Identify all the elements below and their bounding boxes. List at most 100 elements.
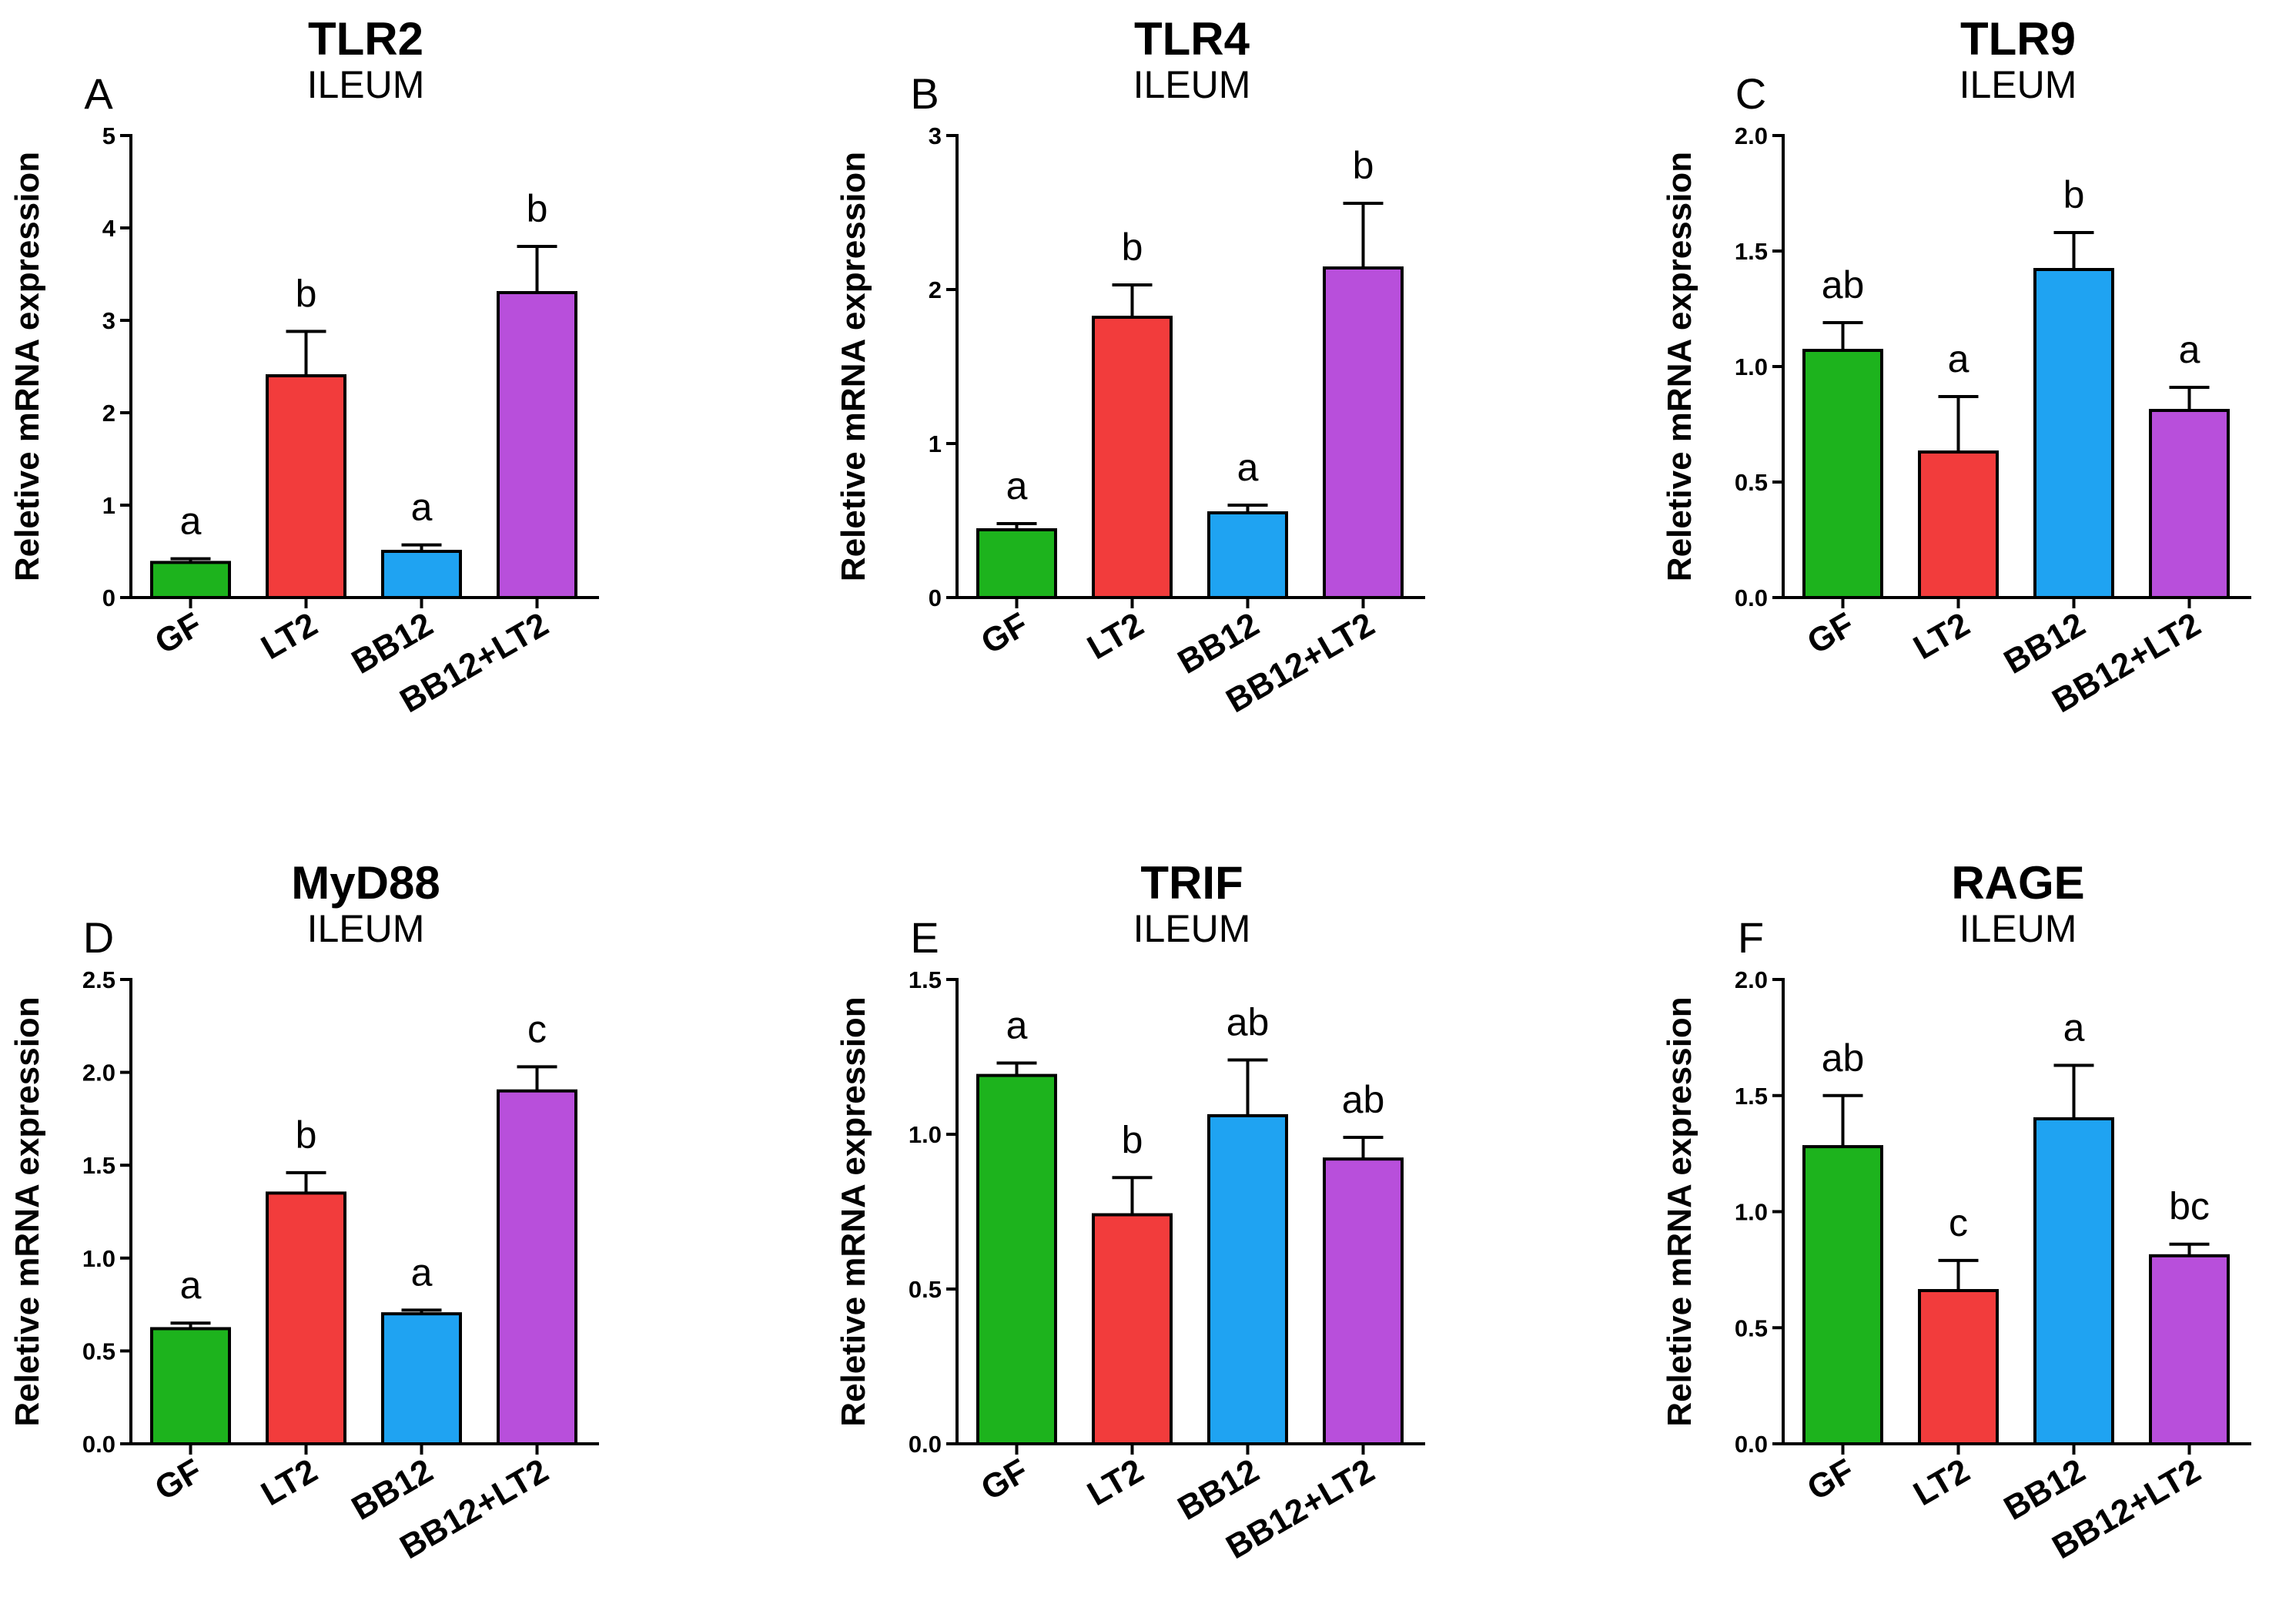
panel-c-bar <box>2149 409 2230 599</box>
panel-b-letter: B <box>910 69 939 118</box>
panel-e-significance-label: ab <box>1227 1001 1270 1044</box>
panel-a-subtitle: ILEUM <box>307 63 425 106</box>
panel-a-ytick-label: 5 <box>102 122 115 149</box>
panel-a-ytick-label: 0 <box>102 584 115 611</box>
panel-f-ylabel: Reletive mRNA expression <box>1661 996 1698 1426</box>
panel-b-ytick-label: 3 <box>929 122 942 149</box>
panel-b-bar <box>976 528 1057 599</box>
panel-d-bar <box>150 1327 231 1446</box>
panel-d-ylabel: Reletive mRNA expression <box>8 996 46 1426</box>
panel-a-ytick-label: 1 <box>102 492 115 519</box>
panel-f-category-label: GF <box>1801 1452 1860 1508</box>
panel-a-significance-label: a <box>180 500 202 543</box>
panel-b-ylabel: Reletive mRNA expression <box>835 152 872 581</box>
panel-c-category-label: GF <box>1801 605 1860 661</box>
panel-f-bar <box>1802 1145 1883 1445</box>
panel-b-category-label: LT2 <box>1081 605 1150 667</box>
panel-a-letter: A <box>84 69 113 118</box>
panel-a-ytick-label: 4 <box>102 215 116 242</box>
panel-c-bar <box>1918 450 1999 599</box>
panel-c-significance-label: ab <box>1822 263 1865 306</box>
panel-d-category-label: GF <box>149 1452 208 1508</box>
panel-a-category-label: LT2 <box>255 605 323 667</box>
panel-d-ytick-label: 2.5 <box>82 966 115 993</box>
panel-c-category-label: LT2 <box>1907 605 1976 667</box>
panel-f-ytick-label: 1.0 <box>1735 1199 1768 1226</box>
panel-a-significance-label: b <box>296 272 317 315</box>
panel-e-ytick-label: 0.5 <box>909 1276 942 1303</box>
panel-e-subtitle: ILEUM <box>1133 907 1251 950</box>
panel-f-significance-label: a <box>2063 1006 2085 1050</box>
panel-b-bar <box>1207 511 1288 599</box>
panel-f-category-label: LT2 <box>1907 1452 1976 1513</box>
panel-d-title: MyD88 <box>291 857 440 909</box>
panel-a-bar <box>381 550 462 599</box>
panel-a-ylabel: Reletive mRNA expression <box>8 152 46 581</box>
panel-b-subtitle: ILEUM <box>1133 63 1251 106</box>
panel-d-letter: D <box>83 913 114 962</box>
panel-d-bar <box>497 1089 577 1445</box>
panel-e-ylabel: Reletive mRNA expression <box>835 996 872 1426</box>
panel-c-ytick-label: 0.0 <box>1735 584 1768 611</box>
panel-c-subtitle: ILEUM <box>1959 63 2077 106</box>
panel-d-ytick-label: 2.0 <box>82 1060 115 1087</box>
panel-d-ytick-label: 1.5 <box>82 1152 115 1179</box>
panel-e-significance-label: a <box>1006 1004 1028 1047</box>
panel-c-letter: C <box>1735 69 1766 118</box>
panel-f-ytick-label: 2.0 <box>1735 966 1768 993</box>
panel-e-bar <box>1323 1157 1404 1446</box>
panel-c-title: TLR9 <box>1960 13 2076 65</box>
panel-b-significance-label: a <box>1237 446 1259 489</box>
panel-a-ytick-label: 2 <box>102 400 115 427</box>
panel-d-significance-label: a <box>411 1251 433 1294</box>
panel-e-significance-label: b <box>1122 1118 1143 1161</box>
panel-c-significance-label: b <box>2063 173 2085 216</box>
panel-d-significance-label: c <box>527 1007 547 1050</box>
panel-a-significance-label: a <box>411 486 433 529</box>
panel-f-letter: F <box>1738 913 1764 962</box>
panel-a-category-label: GF <box>149 605 208 661</box>
panel-e-ytick-label: 0.0 <box>909 1431 942 1458</box>
panel-d-category-label: LT2 <box>255 1452 323 1513</box>
panel-e-title: TRIF <box>1140 857 1243 909</box>
panel-f-significance-label: bc <box>2169 1185 2210 1228</box>
panel-c-ylabel: Reletive mRNA expression <box>1661 152 1698 581</box>
panel-a-bar <box>150 561 231 600</box>
panel-c-ytick-label: 1.5 <box>1735 238 1768 265</box>
panel-f-title: RAGE <box>1951 857 2084 909</box>
panel-c-ytick-label: 1.0 <box>1735 353 1768 380</box>
panel-d-ytick-label: 1.0 <box>82 1245 115 1272</box>
panel-f-significance-label: c <box>1949 1201 1968 1244</box>
panel-e-category-label: LT2 <box>1081 1452 1150 1513</box>
panel-c-significance-label: a <box>2179 328 2200 371</box>
panel-c-bar <box>2033 268 2114 599</box>
panel-b-title: TLR4 <box>1134 13 1250 65</box>
panel-a-title: TLR2 <box>308 13 423 65</box>
panel-d-subtitle: ILEUM <box>307 907 425 950</box>
panel-e-ytick-label: 1.0 <box>909 1121 942 1148</box>
panel-b-bar <box>1323 266 1404 599</box>
panel-b-significance-label: a <box>1006 464 1028 507</box>
panel-d-ytick-label: 0.0 <box>82 1431 115 1458</box>
panel-c-ytick-label: 0.5 <box>1735 469 1768 496</box>
panel-d-ytick-label: 0.5 <box>82 1338 115 1364</box>
panel-e-bar <box>976 1073 1057 1445</box>
panel-c-significance-label: a <box>1948 337 1969 380</box>
panel-d-significance-label: a <box>180 1264 202 1307</box>
panel-d-bar <box>381 1312 462 1446</box>
panel-b-ytick-label: 0 <box>929 584 942 611</box>
panel-f-ytick-label: 0.5 <box>1735 1314 1768 1341</box>
panel-e-category-label: GF <box>975 1452 1034 1508</box>
panel-f-bar <box>1918 1289 1999 1446</box>
panel-c-ytick-label: 2.0 <box>1735 122 1768 149</box>
panel-b-significance-label: b <box>1353 144 1374 187</box>
panel-a-bar <box>266 374 346 599</box>
panel-f-ytick-label: 1.5 <box>1735 1083 1768 1110</box>
panel-b-bar <box>1092 316 1173 599</box>
panel-b-ytick-label: 1 <box>929 430 942 457</box>
panel-f-significance-label: ab <box>1822 1036 1865 1080</box>
panel-b-significance-label: b <box>1122 226 1143 269</box>
panel-e-bar <box>1092 1213 1173 1446</box>
